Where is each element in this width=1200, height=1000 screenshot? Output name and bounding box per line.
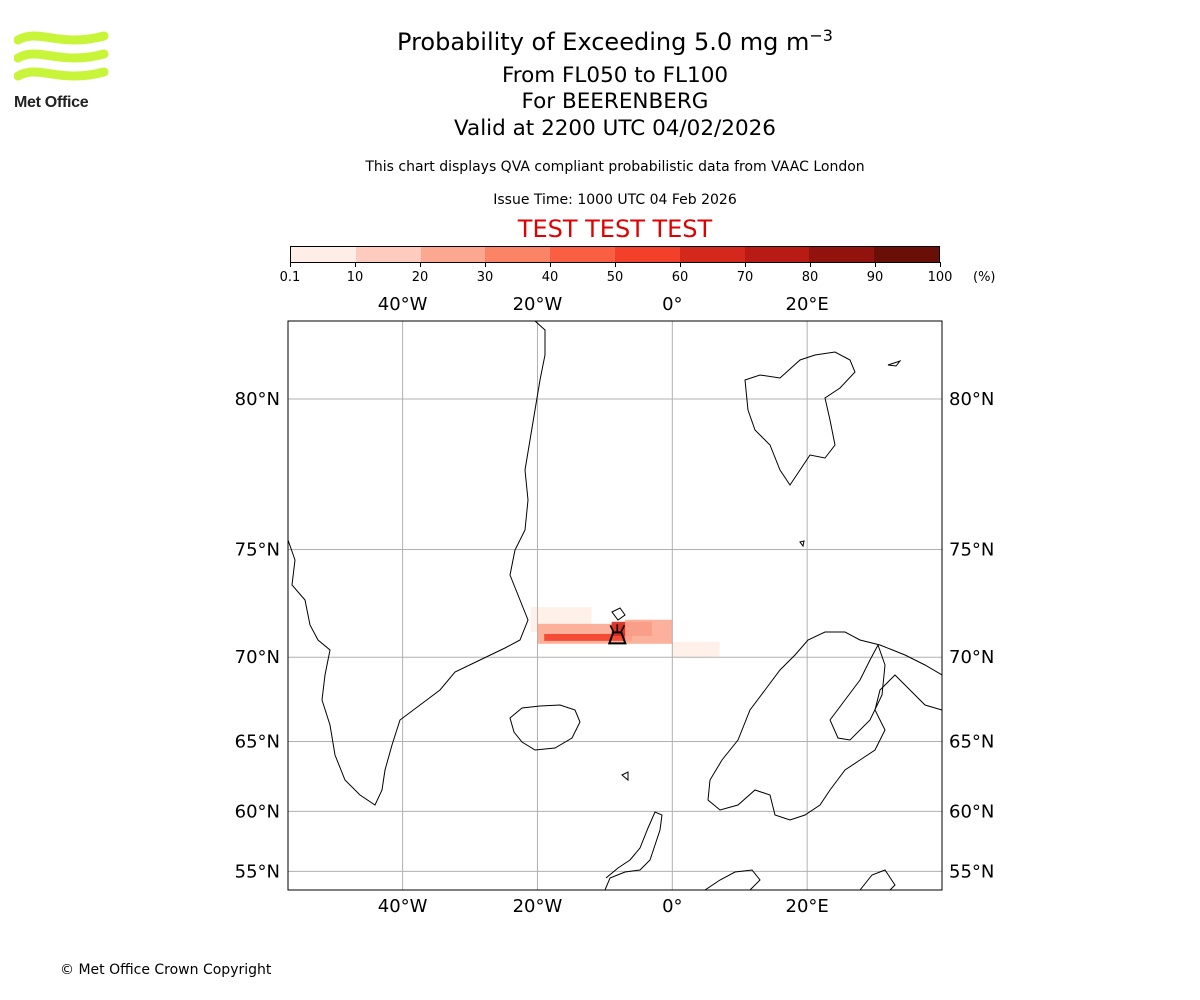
- colorbar-tick-mark: [550, 262, 551, 267]
- colorbar-tick-label: 60: [671, 270, 689, 285]
- coastline-baltic-states: [859, 869, 896, 890]
- test-banner: TEST TEST TEST: [517, 215, 713, 243]
- coastline-denmark: [704, 869, 761, 890]
- colorbar-unit: (%): [973, 270, 996, 285]
- plume-cell: [544, 633, 632, 641]
- right-lat-label: 55°N: [949, 861, 994, 882]
- volcano-cone: [607, 631, 627, 645]
- colorbar-tick-mark: [420, 262, 421, 267]
- colorbar-tick-label: 70: [736, 270, 754, 285]
- coastline-scandinavia: [707, 631, 942, 821]
- met-office-logo: Met Office: [13, 30, 109, 112]
- copyright: © Met Office Crown Copyright: [60, 962, 272, 978]
- coastline-svalbard: [744, 351, 856, 486]
- plume-cell: [625, 619, 673, 644]
- colorbar-segment: [809, 247, 875, 262]
- left-lat-label: 80°N: [235, 389, 280, 410]
- colorbar-segment: [679, 247, 745, 262]
- left-lat-label: 55°N: [235, 861, 280, 882]
- left-lat-label: 75°N: [235, 540, 280, 561]
- coastline-finland: [829, 643, 886, 741]
- chart-title: Probability of Exceeding 5.0 mg m−3: [0, 27, 1200, 57]
- volcano-plume-lines: [609, 624, 626, 632]
- colorbar-segment: [550, 247, 615, 262]
- left-lat-label: 70°N: [235, 647, 280, 668]
- colorbar-tick-label: 100: [927, 270, 953, 285]
- colorbar: [290, 246, 940, 263]
- top-lon-label: 20°E: [786, 294, 829, 315]
- valid-time: Valid at 2200 UTC 04/02/2026: [453, 116, 776, 141]
- colorbar-segment: [485, 247, 551, 262]
- description: This chart displays QVA compliant probab…: [365, 159, 865, 175]
- coastline-bear-island: [799, 540, 805, 548]
- coastline-faroe: [621, 771, 629, 782]
- colorbar-segment: [874, 247, 939, 262]
- colorbar-tick-mark: [875, 262, 876, 267]
- colorbar-tick-label: 20: [411, 270, 429, 285]
- colorbar-tick-mark: [940, 262, 941, 267]
- colorbar-segment: [291, 247, 356, 262]
- right-lat-label: 80°N: [949, 389, 994, 410]
- left-lat-label: 60°N: [235, 801, 280, 822]
- coastline-scotland: [604, 811, 663, 890]
- right-lat-label: 65°N: [949, 732, 994, 753]
- right-lat-label: 70°N: [949, 647, 994, 668]
- colorbar-tick-mark: [290, 262, 291, 267]
- colorbar-tick-mark: [745, 262, 746, 267]
- plume-cell: [672, 641, 720, 658]
- colorbar-tick-label: 40: [541, 270, 559, 285]
- gridlines: [288, 321, 942, 890]
- issue-time: Issue Time: 1000 UTC 04 Feb 2026: [493, 192, 737, 208]
- volcano-name: For BEERENBERG: [521, 89, 709, 114]
- bottom-lon-label: 40°W: [378, 896, 428, 917]
- bottom-lon-label: 20°E: [786, 896, 829, 917]
- title-prefix: Probability of Exceeding 5.0 mg m: [397, 28, 810, 56]
- axis-labels: 40°W 40°W 20°W 20°W 0° 0° 20°E 20°E 80°N 80°N 75°N…: [235, 294, 995, 917]
- colorbar-tick-mark: [615, 262, 616, 267]
- right-lat-label: 75°N: [949, 540, 994, 561]
- top-lon-label: 40°W: [378, 294, 428, 315]
- colorbar-tick-label: 30: [476, 270, 494, 285]
- colorbar-segment: [744, 247, 810, 262]
- colorbar-segment: [614, 247, 680, 262]
- left-lat-label: 65°N: [235, 732, 280, 753]
- colorbar-tick-label: 80: [801, 270, 819, 285]
- bottom-lon-label: 0°: [662, 896, 682, 917]
- colorbar-tick-label: 90: [866, 270, 884, 285]
- colorbar-tick-mark: [485, 262, 486, 267]
- volcano-icon: [607, 624, 627, 645]
- coastline-jan-mayen: [611, 607, 626, 621]
- colorbar-segment: [420, 247, 486, 262]
- top-lon-label: 0°: [662, 294, 682, 315]
- colorbar-tick-label: 0.1: [279, 270, 301, 285]
- logo-text: Met Office: [14, 94, 89, 111]
- bottom-lon-label: 20°W: [513, 896, 563, 917]
- coastline-nordaustlandet: [887, 359, 902, 367]
- right-lat-label: 60°N: [949, 801, 994, 822]
- title-exponent: −3: [809, 26, 833, 45]
- met-office-waves-icon: [13, 31, 109, 81]
- coastlines: [288, 321, 942, 890]
- colorbar-tick-label: 10: [346, 270, 364, 285]
- map-frame: [287, 320, 943, 891]
- colorbar-tick-mark: [680, 262, 681, 267]
- top-lon-label: 20°W: [513, 294, 563, 315]
- level-range: From FL050 to FL100: [501, 63, 729, 88]
- coastline-greenland: [288, 321, 546, 806]
- colorbar-tick-mark: [810, 262, 811, 267]
- colorbar-segment: [355, 247, 421, 262]
- colorbar-tick-mark: [355, 262, 356, 267]
- coastline-iceland: [509, 704, 581, 751]
- colorbar-tick-label: 50: [606, 270, 624, 285]
